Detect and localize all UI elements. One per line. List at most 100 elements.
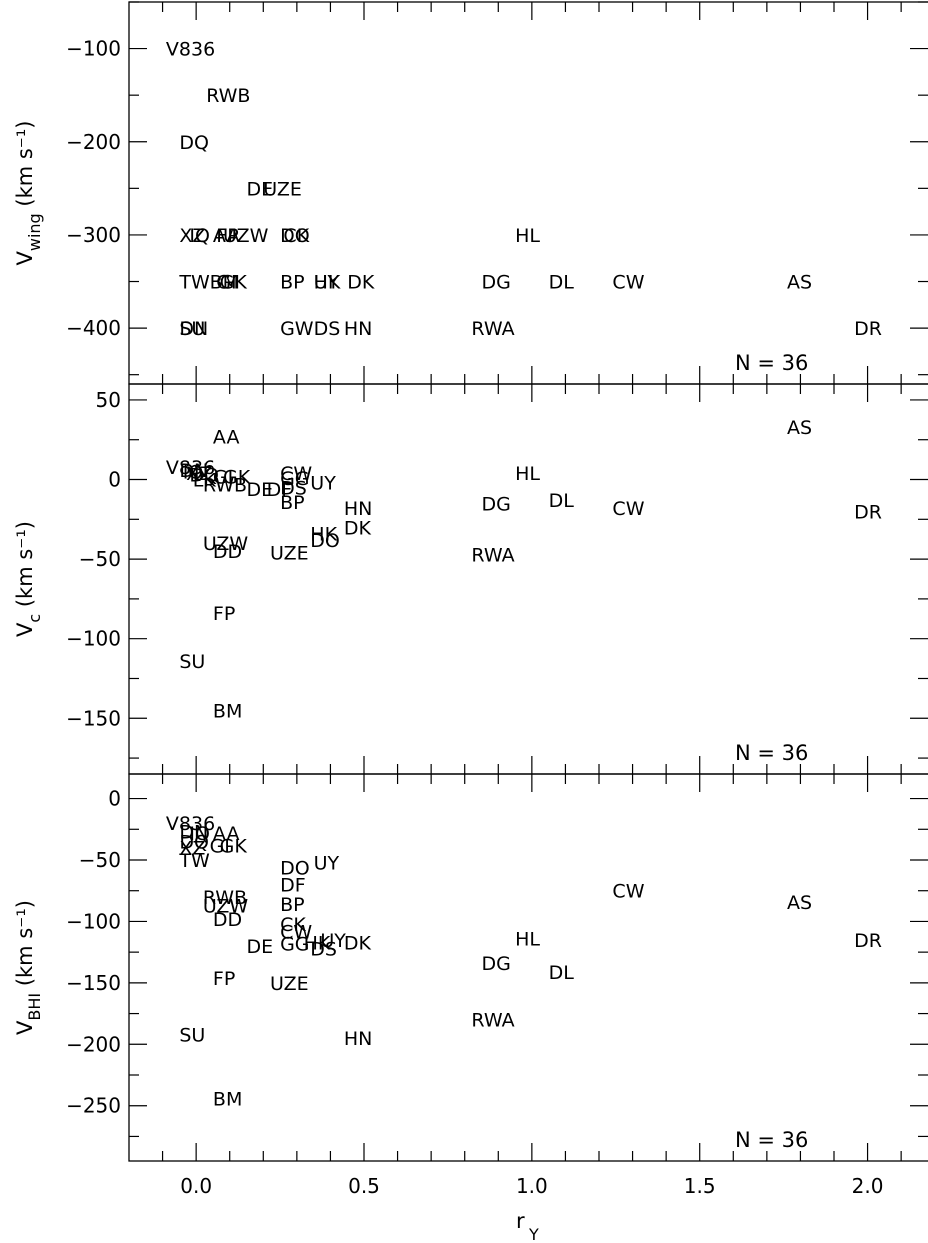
- data-point-label: UZW: [203, 895, 249, 917]
- data-point-label: CW: [280, 463, 312, 485]
- data-point-label: DS: [314, 318, 341, 340]
- data-point-label: IQ: [189, 225, 210, 247]
- y-tick-label: 0: [108, 468, 121, 492]
- x-tick-label: 1.0: [516, 1174, 548, 1198]
- data-point-label: DS: [310, 938, 337, 960]
- data-point-label: AA: [213, 225, 240, 247]
- data-point-label: BM: [210, 272, 239, 294]
- data-point-label: DN: [179, 822, 208, 844]
- data-point-label: HL: [515, 463, 540, 485]
- data-point-label: DK: [347, 272, 375, 294]
- data-point-label: AS: [787, 892, 812, 914]
- y-tick-label: 0: [108, 787, 121, 811]
- data-point-label: DG: [482, 493, 511, 515]
- data-point-label: CW: [612, 272, 644, 294]
- data-point-label: GK: [220, 272, 248, 294]
- data-point-label: DF: [267, 479, 293, 501]
- data-point-label: UY: [314, 852, 340, 874]
- data-point-label: XZ: [186, 463, 212, 485]
- data-point-label: BP: [280, 272, 305, 294]
- data-point-label: DE: [247, 936, 274, 958]
- sample-size-annotation: N = 36: [735, 351, 808, 375]
- data-point-label: DK: [344, 932, 372, 954]
- data-point-label: UY: [310, 473, 336, 495]
- y-axis-label: Vc (km s⁻¹): [13, 521, 44, 637]
- x-tick-label: 1.5: [684, 1174, 716, 1198]
- y-axis-label-text: Vwing (km s⁻¹): [13, 120, 44, 265]
- y-axis-label-units: (km s⁻¹): [13, 120, 37, 213]
- data-point-label: RWA: [471, 318, 514, 340]
- data-point-label: TW: [178, 850, 210, 872]
- data-point-label: DE: [247, 479, 274, 501]
- data-point-label: LK: [193, 470, 217, 492]
- data-point-label: UZE: [270, 543, 309, 565]
- data-point-label: DS: [280, 477, 307, 499]
- data-point-label: DQ: [179, 132, 209, 154]
- data-point-label: DD: [213, 541, 242, 563]
- data-point-label: DL: [549, 272, 575, 294]
- data-point-label: FP: [216, 225, 238, 247]
- y-axis-label: Vwing (km s⁻¹): [13, 120, 44, 265]
- data-point-label: SU: [179, 1024, 205, 1046]
- data-point-label: GI: [213, 466, 233, 488]
- data-point-label: DG: [482, 953, 511, 975]
- data-point-label: UZE: [270, 973, 309, 995]
- y-tick-label: −50: [79, 848, 121, 872]
- data-point-label: DN: [179, 318, 208, 340]
- data-point-label: GW: [280, 318, 314, 340]
- data-point-label: BP: [280, 894, 305, 916]
- data-point-label: FP: [213, 603, 235, 625]
- data-point-label: CW: [612, 881, 644, 903]
- data-point-label: XZ: [179, 838, 205, 860]
- data-point-label: BP: [280, 492, 305, 514]
- data-point-label: DF: [280, 875, 306, 897]
- data-point-label: UY: [314, 272, 340, 294]
- data-point-label: RWA: [471, 544, 514, 566]
- y-axis-label-sub: BHI: [25, 993, 44, 1021]
- y-tick-label: −200: [66, 130, 121, 154]
- y-axis-label-sub: wing: [25, 213, 44, 251]
- data-point-label: RWB: [203, 474, 247, 496]
- data-point-label: V836: [166, 457, 215, 479]
- data-point-label: DO: [280, 857, 310, 879]
- data-point-label: UZW: [203, 533, 249, 555]
- data-point-label: GG: [280, 468, 309, 490]
- data-point-label: V836: [166, 813, 215, 835]
- data-point-label: DR: [854, 501, 882, 523]
- y-axis-label-main: V: [13, 251, 37, 266]
- data-point-label: HN: [344, 1028, 373, 1050]
- data-point-label: HL: [515, 225, 540, 247]
- y-tick-label: −300: [66, 223, 121, 247]
- sample-size-annotation: N = 36: [735, 1128, 808, 1152]
- data-point-label: UZW: [223, 225, 269, 247]
- data-point-label: HN: [344, 498, 373, 520]
- data-point-label: AA: [213, 427, 240, 449]
- data-point-label: RWB: [203, 887, 247, 909]
- data-point-label: HK: [310, 524, 337, 546]
- y-tick-label: −150: [66, 971, 121, 995]
- data-point-label: CW: [612, 498, 644, 520]
- data-point-label: DL: [549, 490, 575, 512]
- data-point-label: AS: [787, 417, 812, 439]
- y-axis-label-units: (km s⁻¹): [13, 900, 37, 993]
- y-tick-label: −200: [66, 1032, 121, 1056]
- data-point-label: GI: [210, 835, 230, 857]
- data-point-label: GK: [220, 835, 248, 857]
- plot-frame: [128, 383, 928, 775]
- data-point-label: DG: [482, 272, 511, 294]
- y-tick-label: −150: [66, 706, 121, 730]
- y-tick-label: 50: [96, 388, 121, 412]
- data-point-label: SU: [179, 318, 205, 340]
- data-point-label: GG: [280, 934, 309, 956]
- data-point-label: CW: [280, 921, 312, 943]
- data-point-label: AS: [787, 272, 812, 294]
- y-axis-label-sub: c: [25, 614, 44, 623]
- data-point-label: DN: [179, 460, 208, 482]
- data-point-label: UZE: [263, 178, 302, 200]
- y-tick-label: −100: [66, 627, 121, 651]
- y-tick-label: −400: [66, 316, 121, 340]
- data-point-label: AA: [213, 823, 240, 845]
- y-axis-label-main: V: [13, 622, 37, 637]
- data-point-label: BM: [213, 1088, 242, 1110]
